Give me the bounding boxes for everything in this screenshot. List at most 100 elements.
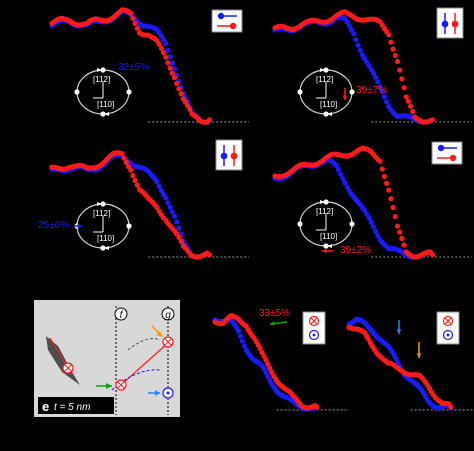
data-point — [370, 70, 376, 76]
crystal-axis-112: [112] — [93, 209, 110, 218]
chart-middle-left: 25±6% — [38, 150, 249, 260]
loop-arrow-icon — [327, 112, 332, 116]
chart-top-right-legend — [436, 7, 464, 39]
data-point — [351, 31, 357, 37]
data-point — [344, 19, 350, 25]
data-point — [178, 238, 184, 244]
data-point — [167, 65, 173, 71]
data-point — [399, 235, 405, 241]
label-box — [38, 397, 114, 414]
data-point — [158, 188, 164, 194]
data-point — [128, 167, 134, 173]
dot-circle-icon — [162, 387, 174, 399]
chart-bottom-right — [346, 316, 474, 411]
loop-node — [323, 243, 329, 249]
thickness-label: t = 5 nm — [54, 402, 90, 413]
blue-arrow-head — [155, 390, 160, 396]
loop-arrow-icon — [320, 200, 325, 204]
data-point — [448, 404, 454, 410]
data-point — [353, 37, 359, 43]
annotation-label: 39±2% — [340, 245, 371, 256]
chart-bottom-middle: 33±5% — [212, 308, 349, 412]
data-point — [241, 343, 247, 349]
cross-circle-icon — [115, 379, 127, 391]
data-point — [384, 99, 390, 105]
orange-annotation-arrow-head — [416, 353, 422, 358]
dot-circle-icon — [442, 329, 454, 341]
data-point — [340, 176, 346, 182]
data-point — [346, 23, 352, 29]
dot-circle-center — [446, 333, 450, 337]
data-point — [239, 338, 245, 344]
green-annotation-arrow-head — [270, 321, 275, 326]
data-point — [185, 102, 191, 109]
cross-circle-icon — [442, 315, 454, 327]
data-point — [263, 369, 269, 375]
data-point — [134, 182, 140, 188]
data-point — [167, 204, 173, 210]
loop-arrow-icon — [320, 68, 325, 72]
loop-node — [297, 89, 303, 95]
legend-red-dot — [229, 22, 237, 30]
data-point — [263, 357, 269, 363]
data-point — [171, 66, 178, 72]
chart-bottom-right-red-series — [346, 324, 454, 410]
dot-circle-center — [312, 333, 316, 337]
annotation-label: 32±5% — [118, 62, 149, 73]
blue-annotation-arrow-head — [77, 223, 82, 229]
data-point — [390, 46, 396, 52]
loop-node — [100, 67, 106, 73]
loop-arrow-icon — [97, 202, 102, 206]
crystal-axis-110: [110] — [320, 100, 337, 109]
data-point — [176, 234, 182, 240]
marker-f-label: f — [120, 310, 124, 321]
data-point — [386, 187, 392, 193]
data-point — [165, 200, 171, 206]
data-point — [408, 103, 414, 109]
chart-middle-left-red-series — [49, 150, 213, 260]
data-point — [429, 117, 436, 123]
chart-bottom-right-symbol-legend — [436, 311, 460, 345]
loop-node — [74, 89, 80, 95]
data-point — [161, 37, 167, 43]
panels-layer: 32±5% [112] [110] 39±7% [112] [110] 25±6% [112]… — [38, 7, 474, 412]
data-point — [349, 27, 355, 33]
red-path-left — [49, 337, 69, 369]
annotation-label: 33±5% — [259, 308, 290, 319]
data-point — [163, 195, 169, 201]
marker-g-badge — [161, 307, 175, 321]
data-point — [176, 86, 182, 92]
loop-arrow-icon — [104, 112, 109, 116]
chart-top-left-domain-loop: [112] [110] — [74, 67, 132, 117]
data-point — [169, 209, 175, 215]
loop-node — [126, 223, 132, 229]
data-point — [373, 228, 379, 234]
data-point — [375, 233, 381, 239]
red-annotation-arrow-head — [322, 248, 327, 254]
data-point — [158, 45, 164, 51]
chart-top-right-red-series — [272, 9, 436, 125]
data-point — [169, 60, 175, 66]
data-point — [394, 223, 401, 229]
data-point — [405, 98, 411, 104]
loop-node — [126, 89, 132, 95]
data-point — [261, 353, 267, 359]
image-panel-e: f g e t = 5 — [34, 300, 180, 417]
data-point — [237, 333, 244, 339]
dot-circle-icon — [308, 329, 320, 341]
data-point — [357, 47, 363, 53]
data-point — [267, 365, 273, 371]
cross-circle-icon — [62, 362, 74, 374]
data-point — [130, 15, 136, 21]
annotation-label: 39±7% — [356, 85, 387, 96]
loop-arrow-icon — [97, 68, 102, 72]
marker-f-badge — [114, 307, 128, 321]
data-point — [364, 211, 370, 217]
symbol-legend-box — [302, 311, 326, 345]
data-point — [163, 41, 169, 47]
orange-arrow-head — [156, 331, 163, 337]
annotation-label: 25±6% — [38, 220, 69, 231]
chart-middle-left-legend — [215, 139, 243, 171]
data-point — [132, 20, 138, 26]
crystal-axis-110: [110] — [97, 100, 114, 109]
